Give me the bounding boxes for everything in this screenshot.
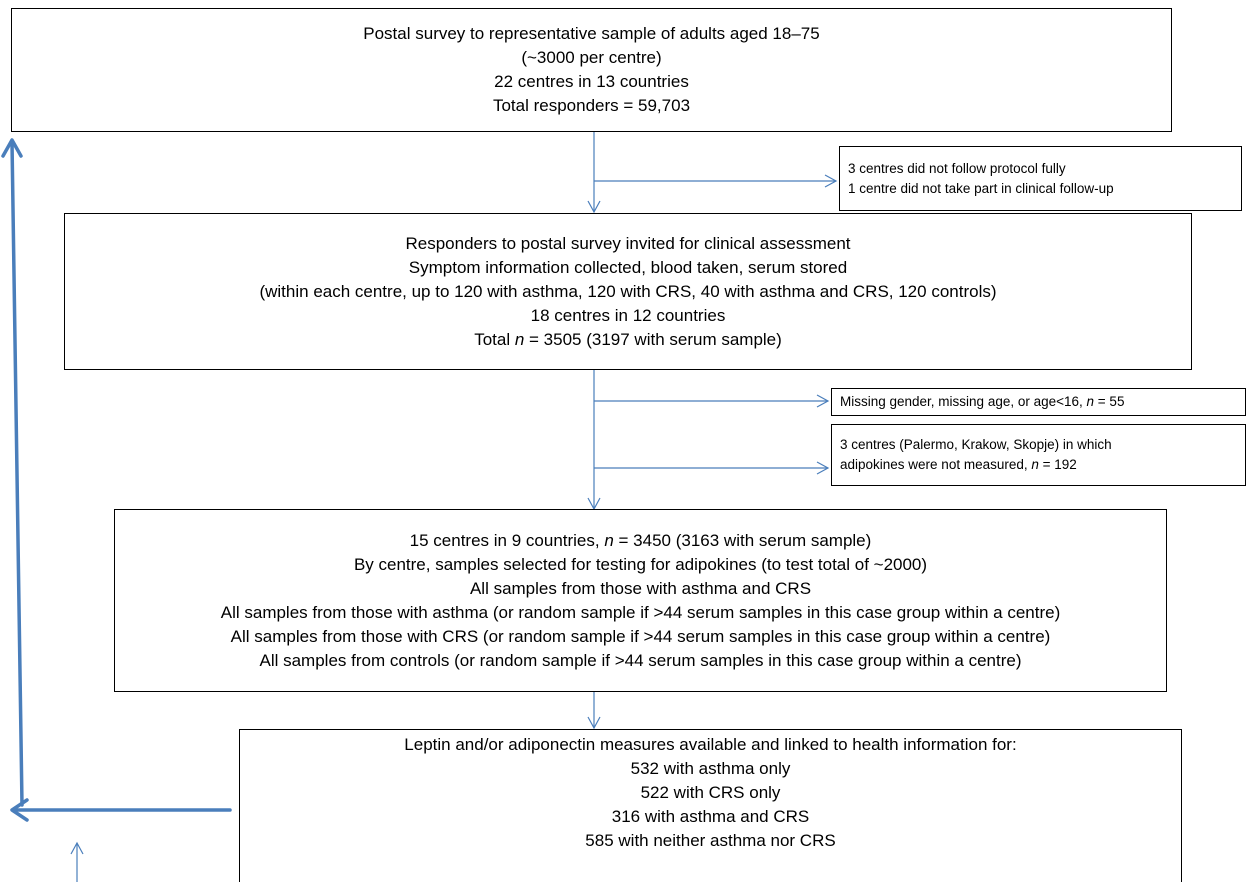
exclusion3-line-2: adipokines were not measured, n = 192 [840,455,1237,475]
selection-box: 15 centres in 9 countries, n = 3450 (316… [114,509,1167,692]
arrowhead-small-up [70,841,84,855]
final-line-5: 585 with neither asthma nor CRS [585,831,836,850]
survey-line-4: Total responders = 59,703 [492,96,691,115]
exclusion3-n: n [1031,457,1039,472]
selection-first-prefix: 15 centres in 9 countries, [409,530,605,550]
exclusion2-suffix: = 55 [1094,394,1125,409]
clinical-box: Responders to postal survey invited for … [64,213,1192,370]
exclusion2-box: Missing gender, missing age, or age<16, … [831,388,1246,416]
selection-line-3: All samples from those with asthma and C… [469,578,812,598]
clinical-total-n: n [514,329,525,349]
final-line-2: 532 with asthma only [630,759,791,778]
exclusion3-box: 3 centres (Palermo, Krakow, Skopje) in w… [831,424,1246,486]
clinical-total-suffix: = 3505 (3197 with serum sample) [524,329,782,349]
survey-line-2: (~3000 per centre) [521,48,662,67]
arrowhead-survey-to-clinical [587,200,601,214]
arrowhead-to-exclusion1 [824,174,838,188]
clinical-line-4: 18 centres in 12 countries [530,305,726,325]
survey-line-1: Postal survey to representative sample o… [363,24,820,43]
arrowhead-to-exclusion3 [816,461,830,475]
clinical-line-3: (within each centre, up to 120 with asth… [259,281,997,301]
final-line-3: 522 with CRS only [640,783,781,802]
exclusion1-line-1: 3 centres did not follow protocol fully [848,160,1066,176]
final-line-1: Leptin and/or adiponectin measures avail… [404,735,1017,754]
selection-line-4: All samples from those with asthma (or r… [220,602,1061,622]
survey-box: Postal survey to representative sample o… [11,8,1172,132]
selection-first-suffix: = 3450 (3163 with serum sample) [613,530,872,550]
survey-line-3: 22 centres in 13 countries [494,72,689,91]
arrow-left-upward [10,140,24,807]
exclusion3-prefix: adipokines were not measured, [840,457,1032,472]
clinical-line-1: Responders to postal survey invited for … [405,233,851,253]
exclusion3-suffix: = 192 [1038,457,1077,472]
arrowhead-selection-to-final [587,716,601,730]
clinical-total-line: Total n = 3505 (3197 with serum sample) [474,328,782,352]
arrowhead-left-upward [1,138,23,158]
exclusion2-line: Missing gender, missing age, or age<16, … [840,392,1237,412]
selection-line-6: All samples from controls (or random sam… [259,650,1022,670]
selection-first-n: n [604,530,614,550]
exclusion1-line-2: 1 centre did not take part in clinical f… [848,180,1114,196]
exclusion2-n: n [1086,394,1095,409]
exclusion2-prefix: Missing gender, missing age, or age<16, [840,394,1087,409]
selection-first-line: 15 centres in 9 countries, n = 3450 (316… [410,529,872,553]
clinical-line-2: Symptom information collected, blood tak… [408,257,848,277]
final-box: Leptin and/or adiponectin measures avail… [239,729,1182,882]
final-line-4: 316 with asthma and CRS [611,807,810,826]
exclusion3-line-1: 3 centres (Palermo, Krakow, Skopje) in w… [840,437,1112,452]
clinical-total-prefix: Total [474,329,515,349]
arrowhead-to-exclusion2 [816,394,830,408]
selection-line-2: By centre, samples selected for testing … [353,554,928,574]
selection-line-5: All samples from those with CRS (or rand… [230,626,1051,646]
exclusion1-box: 3 centres did not follow protocol fully … [839,146,1242,211]
